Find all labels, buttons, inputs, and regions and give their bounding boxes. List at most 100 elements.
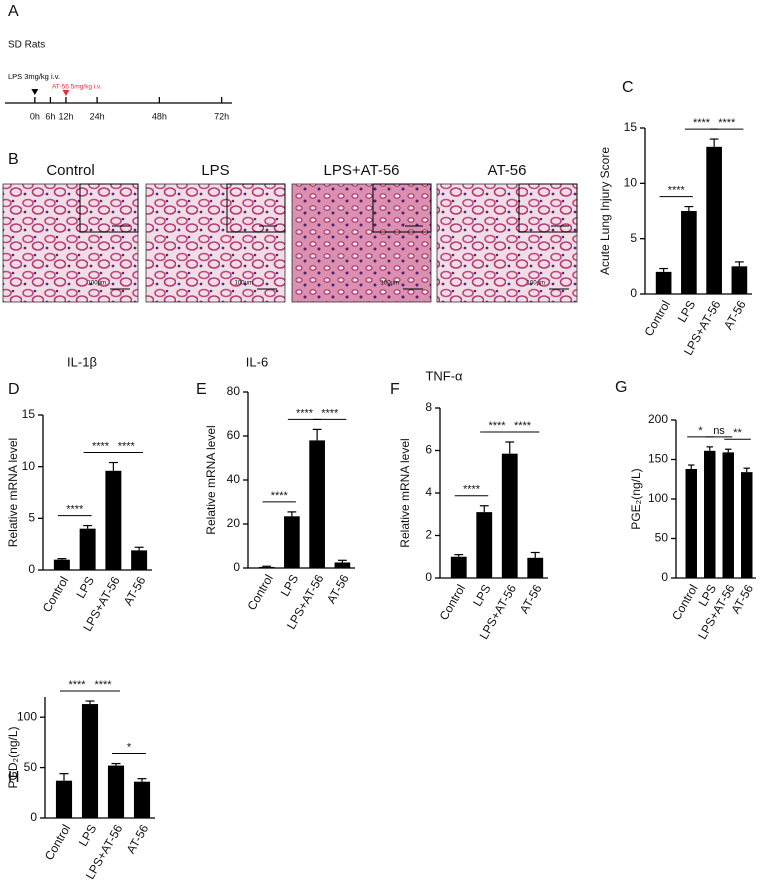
significance-label: **** — [94, 679, 112, 691]
significance-label: **** — [321, 407, 339, 419]
panel-label: C — [622, 79, 634, 96]
y-tick-label: 100 — [17, 709, 37, 723]
timeline-tick-label: 0h — [30, 111, 40, 121]
x-tick-label: AT-56 — [324, 572, 352, 606]
bar — [81, 704, 99, 818]
scale-bar-label: 100μm — [235, 281, 253, 287]
bar — [655, 271, 672, 294]
y-tick-label: 5 — [28, 511, 35, 525]
histology-inset — [372, 183, 432, 233]
x-tick-label: Control — [245, 572, 276, 613]
y-tick-label: 40 — [227, 472, 241, 486]
y-tick-label: 100 — [648, 491, 668, 505]
y-tick-label: 0 — [661, 570, 668, 584]
histology-inset — [518, 183, 578, 233]
bar — [105, 470, 122, 570]
bar — [133, 781, 151, 818]
significance-label: **** — [296, 407, 314, 419]
bar — [741, 472, 753, 578]
x-tick-label: Control — [642, 298, 673, 339]
y-axis-label: Relative mRNA level — [398, 438, 412, 547]
y-tick-label: 8 — [425, 400, 432, 414]
y-tick-label: 0 — [630, 286, 637, 300]
y-tick-label: 50 — [24, 760, 38, 774]
bar — [53, 559, 70, 570]
x-tick-label: LPS — [278, 572, 301, 599]
bar — [284, 516, 300, 568]
y-tick-label: 10 — [22, 459, 36, 473]
event-label: LPS 3mg/kg i.v. — [8, 72, 60, 81]
significance-label: **** — [488, 420, 506, 432]
bar — [309, 440, 325, 568]
timeline-tick-label: 12h — [58, 111, 73, 121]
timeline-tick-label: 48h — [152, 111, 167, 121]
timeline-tick-label: 72h — [214, 111, 229, 121]
y-tick-label: 5 — [630, 231, 637, 245]
event-marker — [62, 90, 70, 96]
group-title: LPS — [201, 162, 229, 179]
bar — [527, 557, 544, 578]
bar — [258, 566, 275, 568]
significance-label: **** — [66, 503, 84, 515]
bar — [107, 765, 125, 818]
y-tick-label: 0 — [28, 562, 35, 576]
x-tick-label: AT-56 — [721, 298, 749, 332]
event-marker — [31, 89, 39, 95]
y-axis-label: Acute Lung Injury Score — [598, 147, 612, 275]
x-tick-label: AT-56 — [517, 582, 545, 616]
scale-bar-label: 100μm — [527, 281, 545, 287]
significance-label: ns — [713, 425, 725, 437]
panel-label: E — [196, 381, 207, 398]
bar — [685, 468, 697, 578]
y-tick-label: 15 — [22, 407, 36, 421]
bar — [681, 211, 697, 294]
panel-label: H — [8, 769, 20, 786]
bar — [704, 450, 716, 578]
bar — [55, 780, 73, 818]
bar — [450, 556, 467, 578]
group-title: Control — [46, 162, 94, 179]
group-title: LPS+AT-56 — [323, 162, 399, 179]
panel-label: B — [8, 151, 19, 168]
group-title: AT-56 — [488, 162, 527, 179]
significance-label: * — [127, 741, 132, 753]
y-tick-label: 150 — [648, 452, 668, 466]
y-tick-label: 0 — [425, 570, 432, 584]
x-tick-label: LPS — [76, 822, 99, 849]
y-axis-label: Relative mRNA level — [6, 438, 20, 547]
y-tick-label: 200 — [648, 412, 668, 426]
y-tick-label: 4 — [425, 485, 432, 499]
significance-label: **** — [92, 440, 110, 452]
y-axis-label: PGD₂(ng/L) — [6, 726, 20, 788]
significance-label: * — [698, 425, 703, 437]
significance-label: **** — [463, 484, 481, 496]
panel-label: G — [615, 379, 627, 396]
significance-label: **** — [668, 184, 686, 196]
chart-title: IL-6 — [246, 354, 268, 369]
bar — [722, 452, 734, 578]
timeline-tick-label: 24h — [90, 111, 105, 121]
y-tick-label: 6 — [425, 443, 432, 457]
significance-label: **** — [718, 117, 736, 129]
scale-bar-label: 100μm — [381, 281, 399, 287]
histology-inset — [79, 183, 139, 233]
scale-bar-label: 100μm — [88, 281, 106, 287]
histology-inset — [226, 183, 286, 233]
bar — [501, 453, 518, 578]
x-tick-label: AT-56 — [121, 574, 149, 608]
x-tick-label: Control — [40, 574, 71, 615]
timeline-subject: SD Rats — [8, 40, 45, 51]
x-tick-label: Control — [437, 582, 468, 623]
panel-label: A — [8, 3, 19, 20]
x-tick-label: LPS — [470, 582, 493, 609]
x-tick-label: LPS — [74, 574, 97, 601]
y-tick-label: 50 — [655, 531, 669, 545]
significance-label: ** — [733, 427, 742, 439]
y-tick-label: 0 — [30, 810, 37, 824]
bar — [79, 528, 96, 570]
y-tick-label: 80 — [227, 384, 241, 398]
chart-title: IL-1β — [67, 354, 97, 369]
y-tick-label: 2 — [425, 528, 432, 542]
significance-label: **** — [693, 117, 711, 129]
